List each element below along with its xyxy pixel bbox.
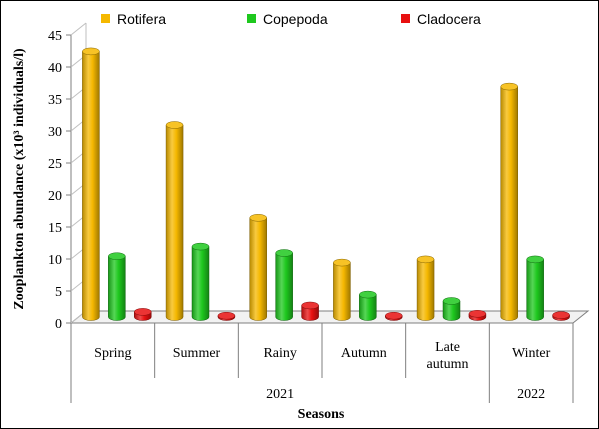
bar-copepoda-rainy — [275, 249, 293, 321]
bar-rotifera-spring — [82, 47, 100, 321]
y-tick-label: 45 — [48, 29, 62, 44]
bar-body — [191, 246, 210, 321]
bar-top — [275, 249, 293, 257]
y-axis-label: Zooplankton abundance (x10³ individuals/… — [12, 48, 27, 310]
bar-body — [500, 86, 518, 321]
y-tick-label: 15 — [48, 221, 62, 236]
bar-top — [416, 255, 435, 264]
legend-swatch — [101, 14, 110, 23]
bar-copepoda-summer — [191, 242, 210, 321]
bar-top — [359, 290, 377, 299]
bar-top — [82, 47, 100, 56]
bar-body — [249, 217, 267, 321]
bar-cladocera-rainy — [301, 301, 319, 321]
bar-rotifera-rainy — [249, 214, 267, 321]
bar-top — [526, 255, 544, 264]
legend-item-copepoda: Copepoda — [247, 11, 328, 27]
legend-item-rotifera: Rotifera — [101, 11, 166, 27]
bar-copepoda-winter — [526, 255, 544, 321]
y-tick-label: 20 — [48, 189, 62, 204]
bar-body — [442, 300, 461, 321]
category-label-line: Summer — [173, 346, 221, 361]
category-label-line: Autumn — [341, 346, 387, 361]
bar-top — [442, 297, 461, 305]
bar-body — [359, 294, 377, 321]
category-label-line: Winter — [512, 346, 551, 361]
bar-copepoda-late-autumn — [442, 297, 461, 321]
y-tick-label: 5 — [55, 285, 62, 300]
bar-top — [165, 121, 184, 129]
bar-top — [500, 82, 518, 91]
bar-body — [275, 252, 293, 321]
bar-top — [217, 311, 236, 320]
bar-body — [526, 259, 544, 321]
y-tick-label: 25 — [48, 157, 62, 172]
bar-top — [108, 252, 126, 260]
x-axis-label: Seasons — [298, 407, 345, 422]
category-label: Winter — [512, 346, 551, 361]
legend-item-cladocera: Cladocera — [401, 11, 481, 27]
y-tick-label: 0 — [55, 317, 62, 332]
legend-swatch — [247, 14, 256, 23]
legend-swatch — [401, 14, 410, 23]
bar-top — [385, 311, 403, 320]
legend-label: Copepoda — [263, 11, 328, 27]
y-tick-label: 35 — [48, 93, 62, 108]
bar-top — [249, 214, 267, 222]
bar-body — [301, 305, 319, 321]
bar-cladocera-late-autumn — [468, 310, 487, 321]
bar-top — [468, 310, 487, 318]
bar-body — [82, 51, 100, 321]
group-label: 2022 — [517, 387, 545, 402]
category-label: Summer — [173, 346, 221, 361]
bar-top — [552, 311, 570, 319]
bar-rotifera-autumn — [333, 258, 351, 321]
bar-rotifera-winter — [500, 82, 518, 321]
bar-copepoda-autumn — [359, 290, 377, 321]
category-label: Late autumn — [427, 340, 469, 372]
bar-rotifera-late-autumn — [416, 255, 435, 321]
bar-top — [333, 258, 351, 267]
bar-body — [333, 262, 351, 321]
y-tick-label: 30 — [48, 125, 62, 140]
bar-body — [108, 255, 126, 321]
group-label: 2021 — [266, 387, 294, 402]
bar-top — [191, 242, 210, 251]
category-label: Autumn — [341, 346, 387, 361]
bar-body — [416, 259, 435, 321]
bar-top — [301, 301, 319, 310]
bar-top — [134, 308, 152, 316]
category-label-line: Spring — [94, 346, 131, 361]
category-label: Spring — [94, 346, 131, 361]
bar-body — [165, 124, 184, 321]
category-label-line: Rainy — [263, 346, 296, 361]
bar-cladocera-autumn — [385, 311, 403, 321]
bar-cladocera-spring — [134, 308, 152, 321]
bar-cladocera-winter — [552, 311, 570, 321]
y-tick-label: 10 — [48, 253, 62, 268]
category-label: Rainy — [263, 346, 296, 361]
category-label-line: Late — [435, 340, 460, 355]
legend-label: Rotifera — [117, 11, 166, 27]
y-tick-label: 40 — [48, 61, 62, 76]
bar-cladocera-summer — [217, 311, 236, 321]
legend-label: Cladocera — [417, 11, 481, 27]
bar-rotifera-summer — [165, 121, 184, 321]
category-label-line: autumn — [427, 357, 469, 372]
y-tick-diagonal — [70, 22, 87, 36]
bar-copepoda-spring — [108, 252, 126, 321]
